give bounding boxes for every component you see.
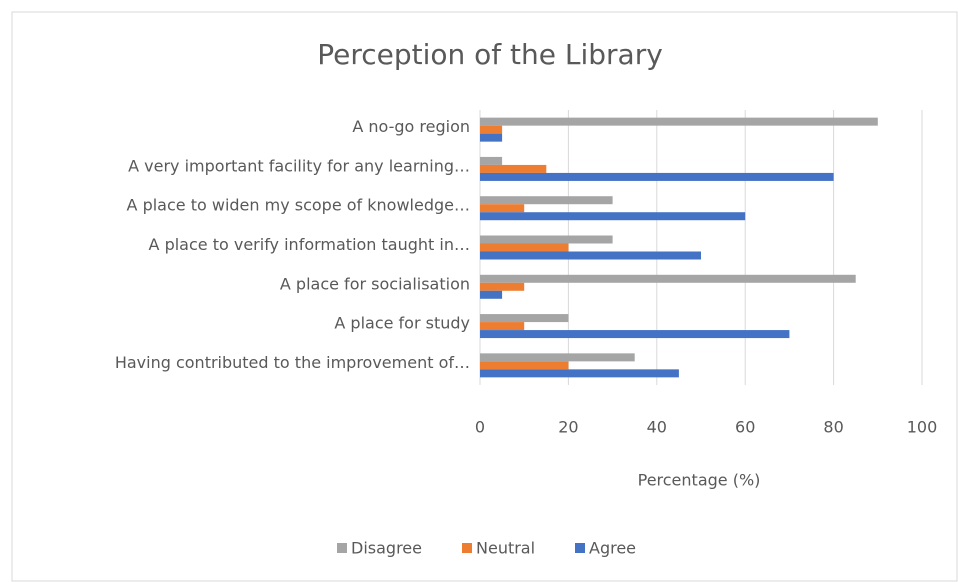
x-tick-label: 40 <box>647 418 667 437</box>
bar <box>480 204 525 213</box>
bar <box>480 172 834 181</box>
bar <box>480 212 746 221</box>
legend-label: Agree <box>589 539 636 558</box>
bar <box>480 251 701 260</box>
y-tick-label: A place for socialisation <box>280 274 470 293</box>
y-tick-label: A place to widen my scope of knowledge… <box>127 196 470 215</box>
bar <box>480 353 635 362</box>
bar <box>480 369 679 378</box>
bar <box>480 235 613 244</box>
legend-label: Neutral <box>476 539 535 558</box>
y-tick-label: Having contributed to the improvement of… <box>115 353 470 372</box>
x-axis-title: Percentage (%) <box>638 471 761 490</box>
bar <box>480 125 503 134</box>
chart-title: Perception of the Library <box>317 38 663 71</box>
bar <box>480 290 503 299</box>
bar <box>480 156 503 165</box>
x-tick-label: 20 <box>558 418 578 437</box>
y-tick-label: A very important facility for any learni… <box>128 156 470 175</box>
y-tick-label: A place for study <box>334 314 470 333</box>
legend-swatch <box>462 543 472 553</box>
y-tick-label: A place to verify information taught in… <box>149 235 470 254</box>
bar <box>480 322 525 331</box>
bar <box>480 314 569 323</box>
bar <box>480 361 569 370</box>
bar <box>480 282 525 291</box>
legend-swatch <box>337 543 347 553</box>
bar <box>480 196 613 205</box>
legend-swatch <box>575 543 585 553</box>
x-tick-label: 100 <box>907 418 938 437</box>
bar <box>480 330 790 339</box>
bar <box>480 117 878 126</box>
bar <box>480 133 503 142</box>
bar <box>480 243 569 252</box>
bar <box>480 164 547 173</box>
bar <box>480 274 856 283</box>
x-tick-label: 60 <box>735 418 755 437</box>
x-tick-label: 0 <box>475 418 485 437</box>
x-tick-label: 80 <box>823 418 843 437</box>
y-tick-label: A no-go region <box>352 117 470 136</box>
legend-label: Disagree <box>351 539 422 558</box>
